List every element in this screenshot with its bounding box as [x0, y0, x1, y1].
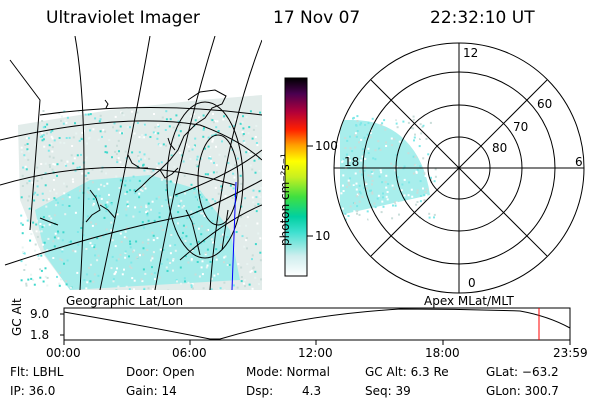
status-mode: Mode: Normal: [246, 365, 330, 379]
polar-mlt-12: 12: [463, 46, 479, 60]
polar-plot: [333, 42, 585, 294]
local-meridian-line: [231, 181, 237, 290]
emission-speckles: [20, 110, 262, 290]
altitude-xtick-2359: 23:59: [553, 346, 588, 360]
altitude-ytick-9: 9.0: [30, 307, 50, 321]
status-seq: Seq: 39: [365, 384, 411, 398]
status-ip: IP: 36.0: [10, 384, 56, 398]
polar-projection-label: Apex MLat/MLT: [424, 294, 514, 308]
auroral-emission: [35, 175, 240, 290]
status-door: Door: Open: [126, 365, 195, 379]
instrument-title: Ultraviolet Imager: [46, 8, 200, 28]
polar-mlat-80: 80: [492, 141, 508, 155]
altitude-frame: [63, 307, 571, 341]
polar-mlt-6: 6: [575, 155, 583, 169]
status-dsp-value: 4.3: [302, 384, 322, 398]
colorbar-tick-label-100: 100: [315, 139, 338, 153]
status-glon: GLon: 300.7: [486, 384, 559, 398]
colorbar: [284, 77, 313, 277]
time-label: 22:32:10 UT: [430, 8, 535, 28]
polar-speckles: [340, 115, 437, 222]
geographic-map: [0, 36, 262, 290]
date-label: 17 Nov 07: [273, 8, 361, 28]
status-filter: Flt: LBHL: [10, 365, 64, 379]
colorbar-gradient: [284, 77, 308, 277]
altitude-xtick-1800: 18:00: [425, 346, 460, 360]
polar-mlt-18: 18: [344, 155, 360, 169]
polar-mlat-60: 60: [537, 97, 553, 111]
colorbar-unit-label: photon cm⁻²s⁻¹: [278, 153, 292, 246]
polar-mlt-0: 0: [468, 276, 476, 290]
polar-diag-2: [370, 79, 548, 257]
altitude-xtick-1200: 12:00: [298, 346, 333, 360]
altitude-curve: [63, 308, 571, 340]
status-gc-alt: GC Alt: 6.3 Re: [365, 365, 449, 379]
altitude-strip: [60, 307, 571, 345]
altitude-ylabel: GC Alt: [10, 298, 24, 336]
map-projection-label: Geographic Lat/Lon: [66, 294, 184, 308]
altitude-xtick-0600: 06:00: [172, 346, 207, 360]
altitude-xtick-0000: 00:00: [46, 346, 81, 360]
coastlines: [39, 89, 229, 256]
altitude-ytick-1-8: 1.8: [30, 328, 50, 342]
status-glat: GLat: −63.2: [486, 365, 559, 379]
status-gain: Gain: 14: [126, 384, 177, 398]
map-grid: [0, 36, 262, 290]
polar-mlat-70: 70: [513, 120, 529, 134]
status-dsp-label: Dsp:: [246, 384, 274, 398]
colorbar-tick-label-10: 10: [315, 229, 331, 243]
